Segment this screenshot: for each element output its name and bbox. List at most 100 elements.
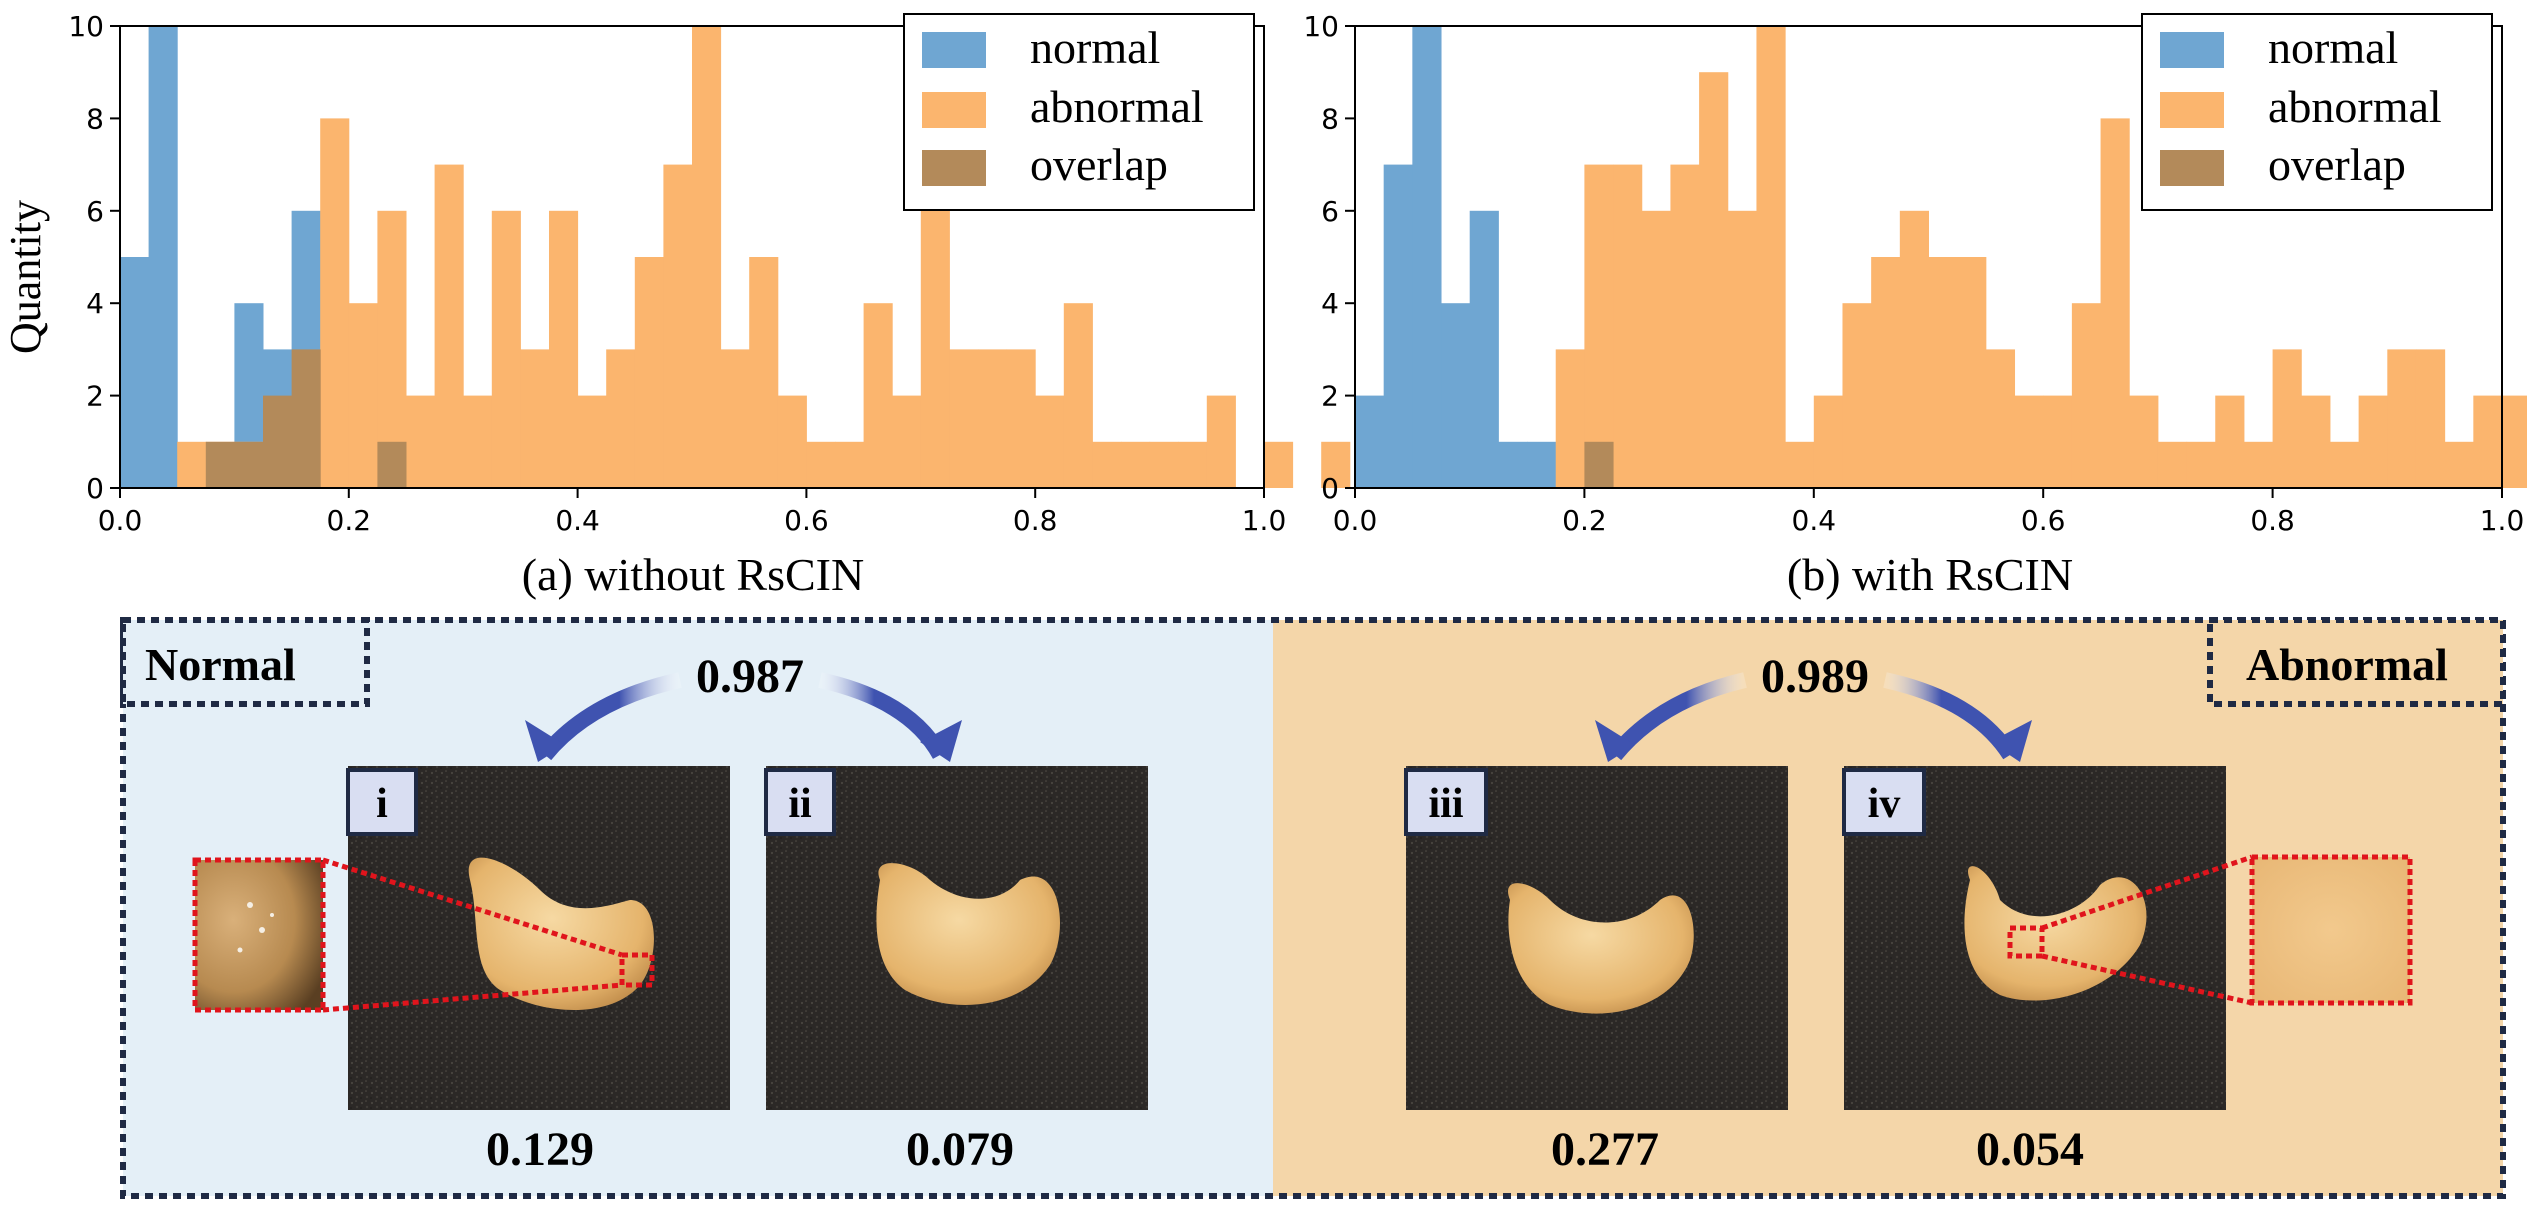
bar-abnormal [2186, 441, 2216, 488]
legend: normal abnormal overlap [903, 13, 1255, 211]
bar-abnormal [2473, 395, 2503, 488]
legend-swatch-overlap [922, 150, 986, 186]
bar-overlap [291, 349, 321, 488]
bar-normal [1383, 164, 1413, 488]
bar-normal [148, 26, 178, 488]
bar-abnormal [634, 257, 664, 488]
arrowhead-icon [525, 720, 565, 762]
bar-normal [1469, 210, 1499, 489]
legend-abnormal: abnormal [2268, 81, 2442, 132]
bar-abnormal [606, 349, 636, 488]
bar-abnormal [177, 441, 207, 488]
x-tick-label: 0.2 [1562, 504, 1607, 537]
bar-abnormal [1613, 164, 1643, 488]
x-tick-label: 0.6 [2021, 504, 2066, 537]
image-tag: iv [1868, 781, 1901, 827]
score-iii: 0.277 [1551, 1123, 1659, 1176]
bar-abnormal [1842, 303, 1872, 488]
bar-abnormal [2071, 303, 2102, 488]
legend-normal: normal [1030, 22, 1160, 73]
zoom-inset-abnormal [2252, 857, 2410, 1003]
bar-abnormal [1785, 441, 1815, 488]
bar-abnormal [2272, 349, 2302, 488]
bar-abnormal [1149, 441, 1179, 488]
arrowhead-icon [1990, 720, 2032, 762]
normal-similarity: 0.987 [696, 650, 804, 703]
bar-normal [1441, 303, 1471, 488]
bar-abnormal [978, 349, 1008, 488]
bar-abnormal [863, 303, 893, 488]
x-axis-label: (b) with RsCIN [1787, 549, 2073, 600]
bar-abnormal [1035, 395, 1065, 488]
bar-abnormal [1727, 210, 1757, 489]
bar-abnormal [1641, 210, 1671, 489]
zoom-region-box [619, 952, 655, 988]
bar-abnormal [2301, 395, 2331, 488]
bar-overlap [263, 395, 293, 488]
bar-abnormal [1321, 441, 1351, 488]
x-tick-label: 0.8 [1013, 504, 1058, 537]
example-panel: Normal Abnormal 0.987 0.989 i [120, 617, 2506, 1199]
bar-abnormal [920, 210, 950, 489]
bar-abnormal [2444, 441, 2474, 488]
normal-label: Normal [145, 639, 296, 690]
bar-overlap [205, 441, 235, 488]
bar-abnormal [2243, 441, 2274, 488]
bar-abnormal [777, 395, 807, 488]
bar-abnormal [1871, 257, 1901, 488]
cashew-shape [1964, 866, 2147, 1001]
x-tick-label: 0.2 [327, 504, 372, 537]
zoom-inset-frame [2249, 854, 2413, 1006]
y-tick-label: 8 [86, 102, 104, 135]
y-axis-label: Quantity [1, 200, 50, 354]
cashew-image-i: i [346, 766, 730, 1110]
cashew-shape [876, 863, 1060, 1005]
plot-frame [1354, 25, 2503, 489]
bar-abnormal [1006, 349, 1036, 488]
image-tag-box [1404, 768, 1488, 836]
bar-abnormal [1899, 210, 1929, 489]
bar-abnormal [806, 441, 836, 488]
score-iv: 0.054 [1976, 1123, 2084, 1176]
zoom-inset-frame [192, 857, 326, 1013]
bar-abnormal [1178, 441, 1208, 488]
image-tag-box [346, 768, 418, 836]
histogram-with-rscin: 0.0 0.2 0.4 0.6 0.8 1.0 0 2 4 6 8 10 normal abnorma… [1303, 10, 2527, 600]
image-tag-box [764, 768, 836, 836]
legend-swatch-normal [922, 32, 986, 68]
bar-abnormal [320, 118, 350, 489]
score-ii: 0.079 [906, 1123, 1014, 1176]
y-tick-label: 8 [1321, 102, 1339, 135]
x-tick-label: 0.4 [1792, 504, 1837, 537]
arrowhead-icon [920, 720, 962, 762]
bar-abnormal [2129, 395, 2159, 488]
bar-normal [1498, 441, 1528, 488]
x-tick-label: 0.0 [1333, 504, 1378, 537]
x-tick-label: 0.4 [555, 504, 600, 537]
bar-normal [1355, 395, 1385, 488]
y-tick-label: 2 [86, 380, 104, 413]
bar-abnormal [2215, 395, 2245, 488]
bar-abnormal [1985, 349, 2016, 488]
x-axis-label: (a) without RsCIN [522, 549, 864, 600]
legend-swatch-normal [2160, 32, 2224, 68]
arrowhead-icon [1595, 720, 1635, 762]
abnormal-label-box [2207, 617, 2506, 707]
legend-normal: normal [2268, 22, 2398, 73]
zoom-region-box [2007, 925, 2045, 959]
cashew-image-iv: iv [1842, 766, 2226, 1110]
y-tick-label: 0 [1321, 472, 1339, 505]
legend-swatch-abnormal [2160, 92, 2224, 128]
bar-abnormal [434, 164, 464, 488]
panel-border [120, 617, 2506, 1199]
x-tick-label: 0.8 [2250, 504, 2295, 537]
bar-overlap [234, 441, 264, 488]
legend-swatch-abnormal [922, 92, 986, 128]
bar-normal [1412, 26, 1442, 488]
abnormal-similarity: 0.989 [1761, 650, 1869, 703]
y-tick-label: 2 [1321, 380, 1339, 413]
bar-abnormal [520, 349, 550, 488]
bar-abnormal [2100, 118, 2130, 489]
bar-abnormal [406, 395, 436, 488]
legend-overlap: overlap [2268, 139, 2406, 190]
